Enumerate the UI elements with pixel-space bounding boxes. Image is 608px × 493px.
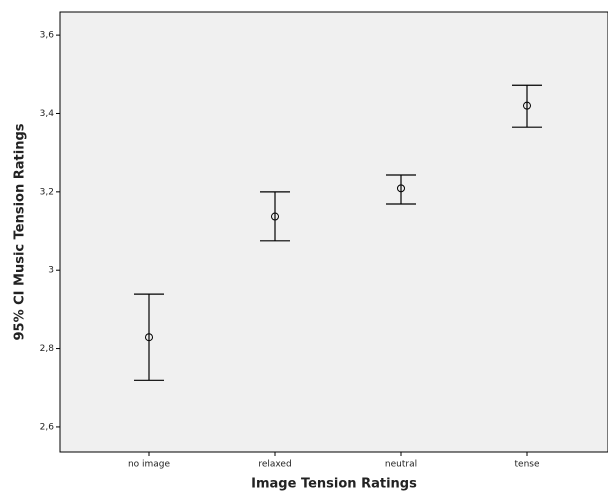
plot-area [59,11,608,453]
x-axis-title: Image Tension Ratings [251,477,417,492]
mean-marker [271,212,279,221]
y-tick-label: 3,2 [40,187,54,197]
mean-marker [523,101,531,110]
y-tick-label: 3,6 [40,31,55,41]
y-tick-label: 3 [48,266,54,276]
mean-marker [145,333,153,342]
x-tick-label: tense [515,460,540,470]
mean-marker [397,184,405,193]
y-axis-title: 95% CI Music Tension Ratings [13,123,28,340]
y-tick-label: 3,4 [40,109,55,119]
y-tick-label: 2,6 [40,422,55,432]
x-tick-label: relaxed [258,460,291,470]
x-tick-label: no image [128,460,171,470]
x-tick-label: neutral [385,460,417,470]
y-tick-label: 2,8 [40,344,55,354]
